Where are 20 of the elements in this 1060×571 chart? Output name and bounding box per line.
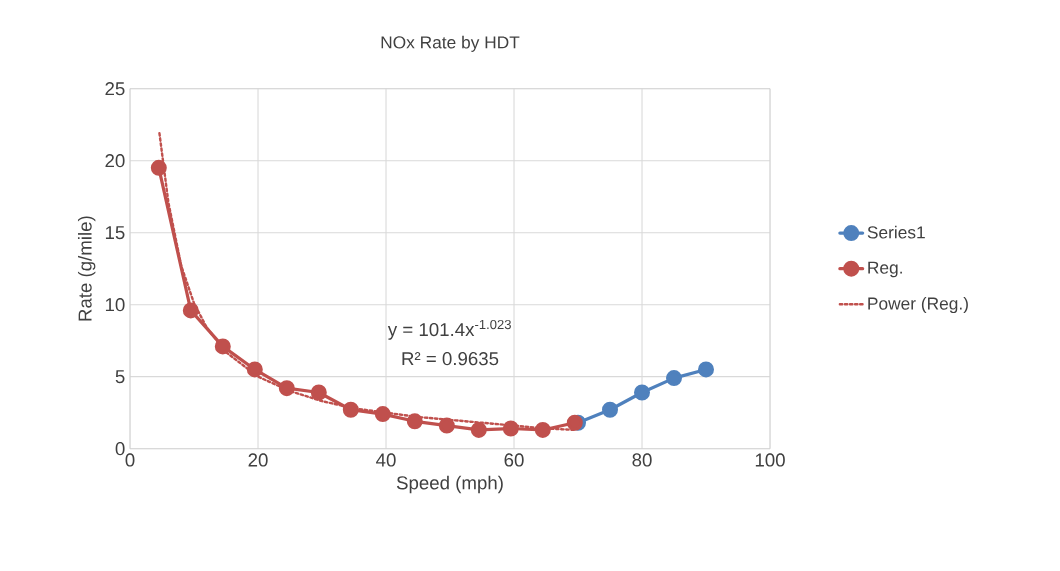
- chart-title: NOx Rate by HDT: [381, 35, 520, 53]
- annotation: R² = 0.9635: [402, 352, 499, 366]
- y-tick-label: 0: [115, 442, 125, 456]
- legend-label: Reg.: [868, 261, 902, 278]
- x-tick-label: 80: [632, 453, 652, 467]
- x-axis-title: Speed (mph): [396, 475, 503, 494]
- x-tick-label: 100: [755, 453, 785, 467]
- y-tick-label: 20: [105, 154, 125, 168]
- y-tick-label: 5: [115, 370, 125, 384]
- x-tick-label: 0: [125, 453, 135, 467]
- x-tick-label: 20: [248, 453, 268, 467]
- y-tick-label: 15: [105, 226, 125, 240]
- y-axis-title: Rate (g/mile): [77, 216, 96, 321]
- legend-label: Power (Reg.): [868, 297, 968, 314]
- x-tick-label: 60: [504, 453, 524, 467]
- y-tick-label: 10: [105, 298, 125, 312]
- y-tick-label: 25: [105, 82, 125, 96]
- annotation: y = 101.4x$^{-1.023}$: [387, 320, 511, 341]
- legend-label: Series1: [867, 225, 925, 239]
- x-tick-label: 40: [376, 453, 396, 467]
